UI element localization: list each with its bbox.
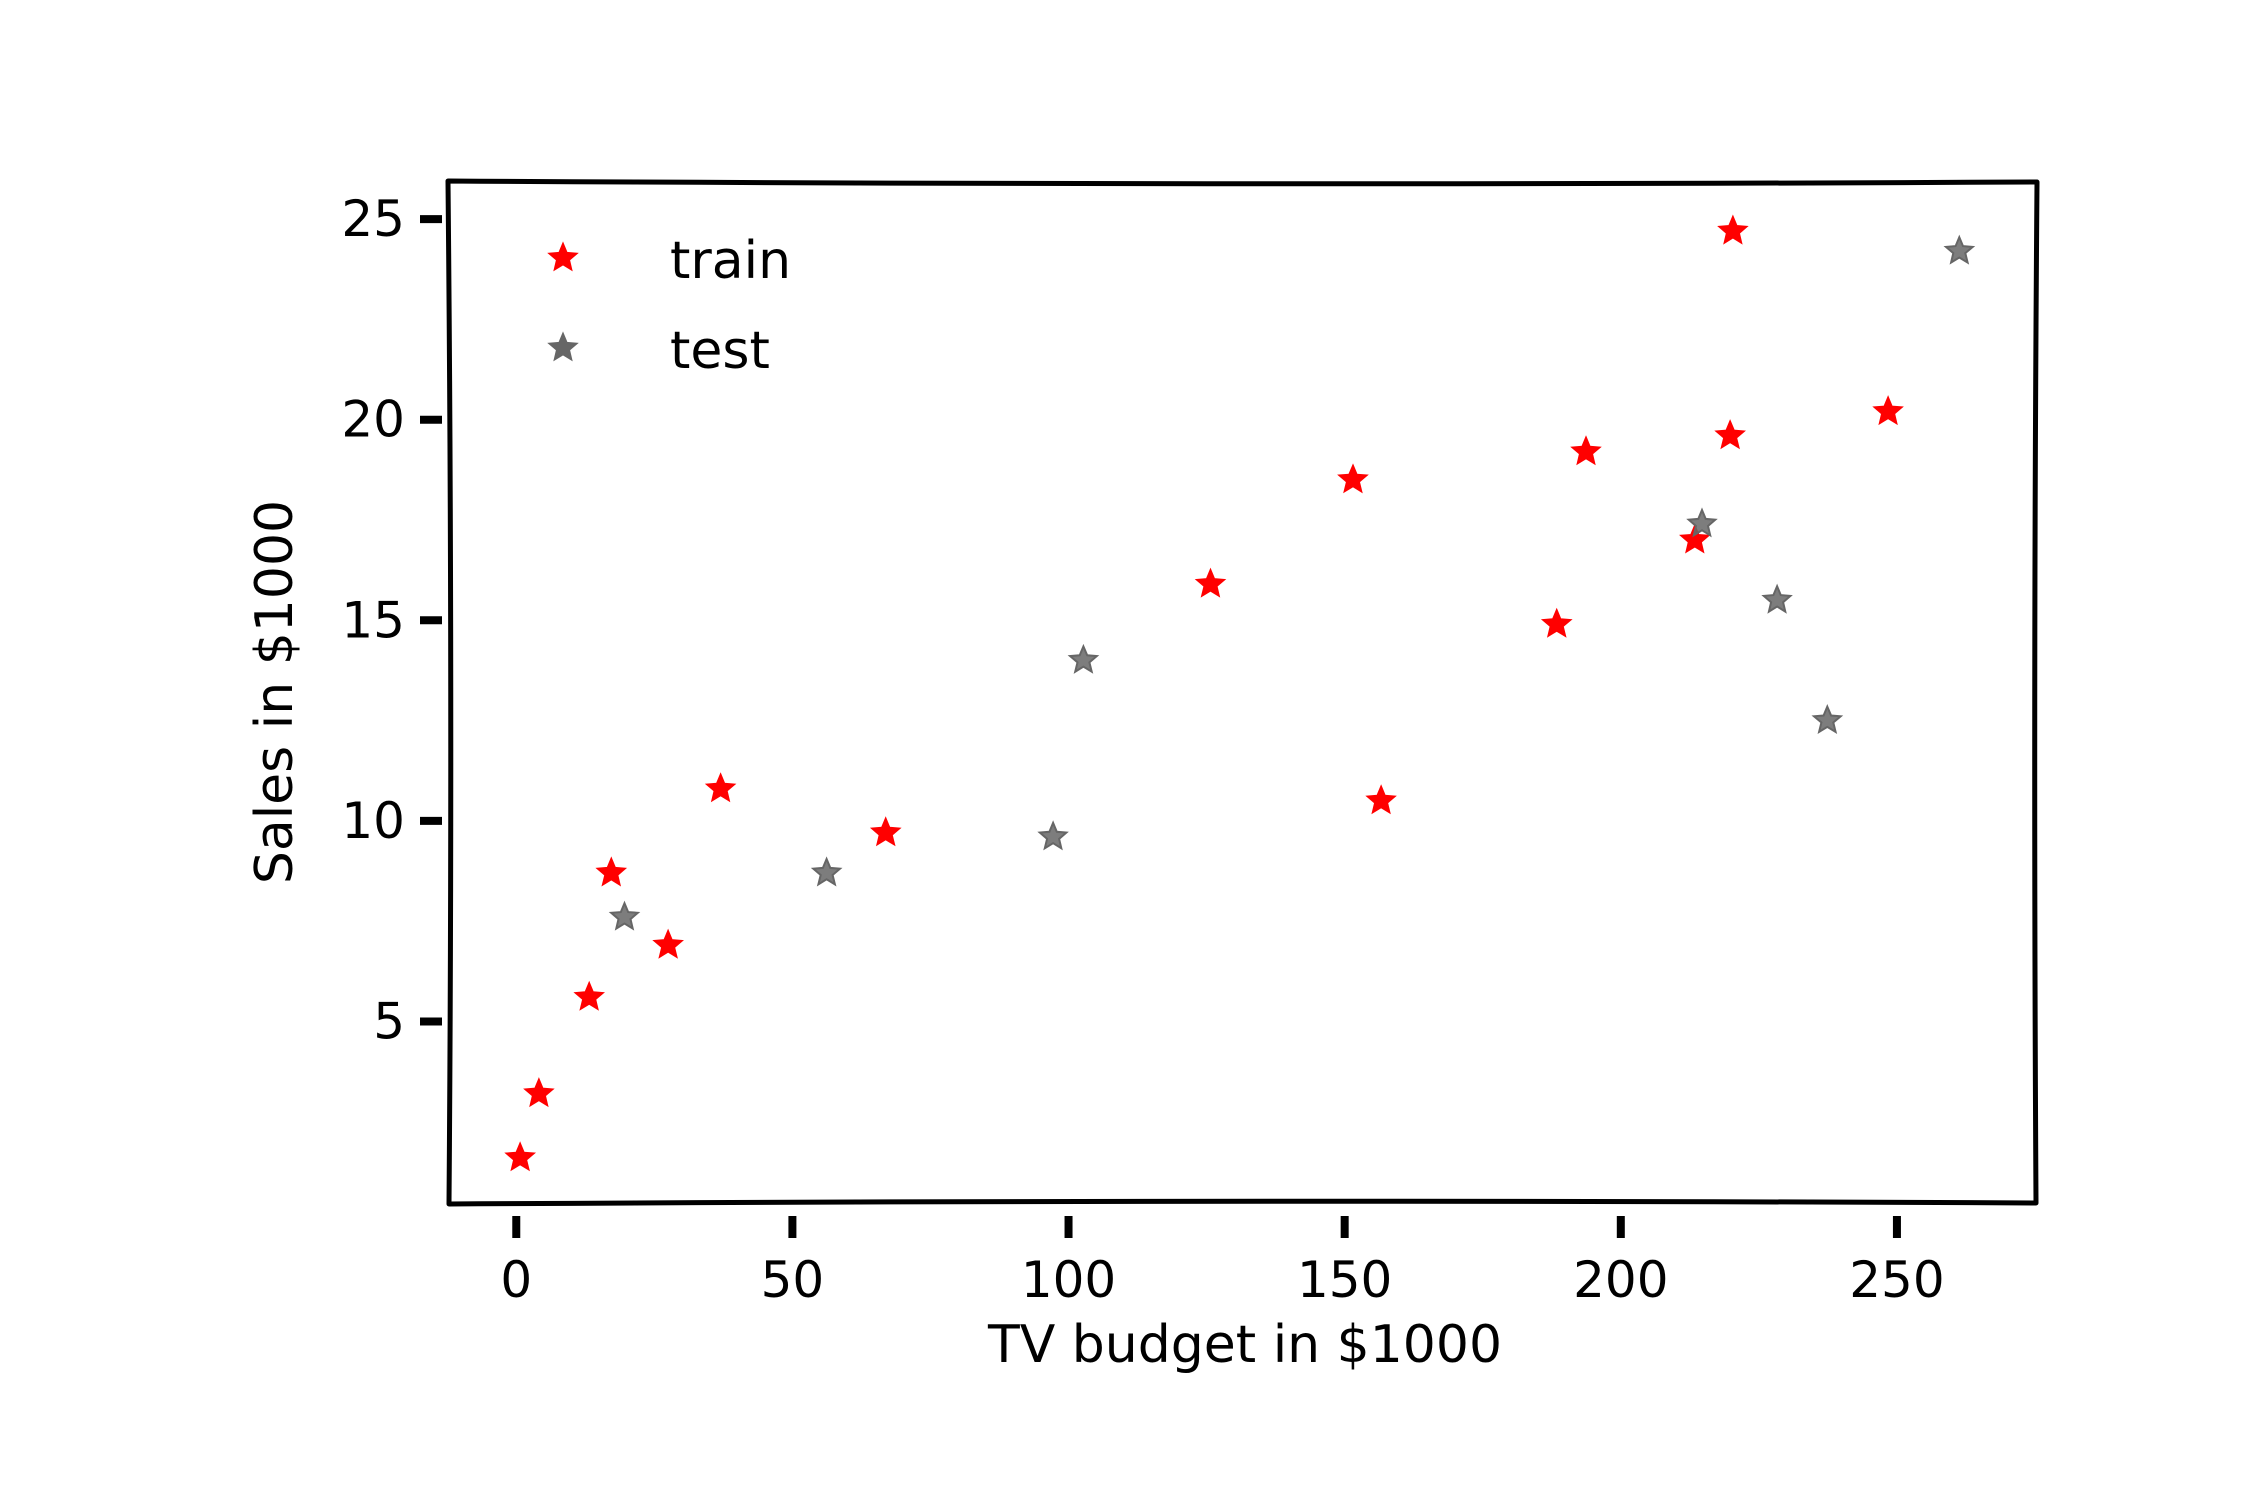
- test-point: [1067, 643, 1100, 674]
- x-tick-label: 200: [1573, 1251, 1668, 1309]
- train-point: [1872, 395, 1904, 426]
- train-point: [1540, 607, 1573, 638]
- train-point: [504, 1141, 537, 1172]
- legend-label-test: test: [670, 321, 770, 381]
- y-tick-label: 15: [341, 591, 405, 649]
- test-point: [608, 900, 641, 931]
- train-point: [1365, 784, 1397, 815]
- x-tick-label: 0: [500, 1251, 532, 1309]
- legend-marker-train: [547, 241, 579, 272]
- train-point: [1337, 463, 1369, 494]
- train-point: [1717, 214, 1749, 245]
- test-point: [1037, 820, 1069, 851]
- train-point: [704, 772, 737, 803]
- y-tick-label: 10: [341, 792, 405, 850]
- x-tick-label: 150: [1297, 1251, 1392, 1309]
- train-point: [1714, 419, 1746, 450]
- train-point: [652, 928, 684, 959]
- x-axis-ticks: 0 50 100 150 200 250: [500, 1216, 1945, 1309]
- train-point: [1679, 523, 1711, 554]
- x-axis-label: TV budget in $1000: [987, 1315, 1502, 1375]
- test-point: [1761, 583, 1793, 614]
- y-axis-ticks: 5 10 15 20 25: [341, 190, 442, 1050]
- y-axis-label: Sales in $1000: [245, 500, 305, 884]
- train-point: [595, 856, 628, 887]
- data-points: [504, 214, 1976, 1172]
- plot-frame: [445, 178, 2040, 1207]
- x-tick-label: 50: [761, 1251, 825, 1309]
- legend: train test: [547, 231, 791, 381]
- train-point: [1570, 435, 1602, 466]
- legend-label-train: train: [670, 231, 791, 291]
- train-point: [523, 1077, 555, 1108]
- y-tick-label: 20: [341, 391, 405, 449]
- test-point: [1943, 234, 1976, 265]
- x-tick-label: 250: [1849, 1251, 1944, 1309]
- train-point: [869, 816, 902, 847]
- test-point: [810, 856, 843, 887]
- train-point: [1194, 567, 1227, 598]
- test-point: [1811, 704, 1844, 735]
- plot-border: [445, 178, 2040, 1207]
- test-point: [1686, 507, 1718, 538]
- train-point: [573, 980, 605, 1011]
- y-tick-label: 25: [341, 190, 405, 248]
- legend-marker-test: [547, 331, 579, 362]
- x-tick-label: 100: [1021, 1251, 1116, 1309]
- y-tick-label: 5: [373, 992, 405, 1050]
